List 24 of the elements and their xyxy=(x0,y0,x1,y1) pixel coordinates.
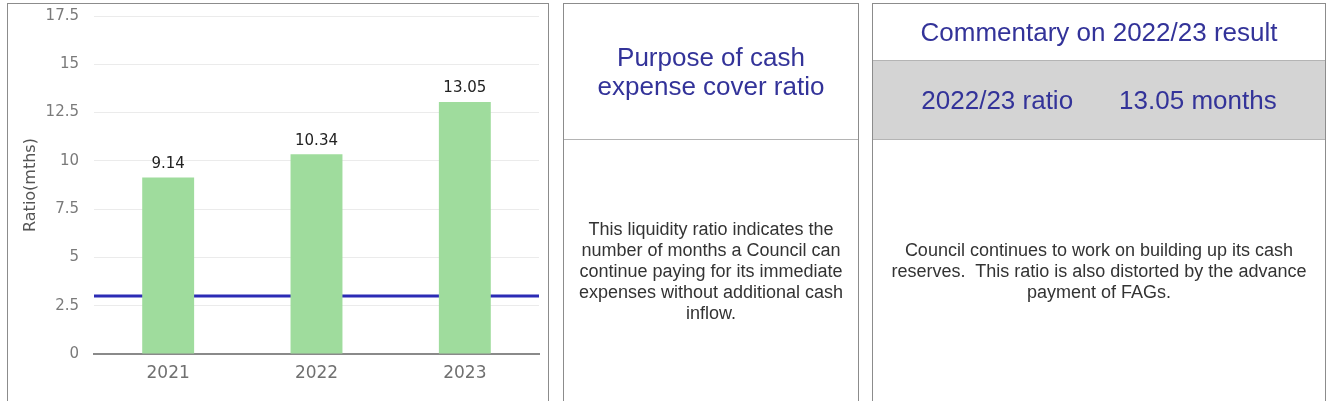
data-label: 13.05 xyxy=(443,78,487,97)
x-tick-label: 2023 xyxy=(443,361,487,382)
bar xyxy=(142,177,195,354)
text: 2022/23 ratio xyxy=(921,85,1074,115)
data-label: 10.34 xyxy=(295,130,338,149)
text: 13.05 months xyxy=(1119,85,1277,115)
y-tick-label: 7.5 xyxy=(55,199,79,218)
bar xyxy=(438,101,491,354)
data-label: 9.14 xyxy=(151,153,185,172)
text: Commentary on 2022/23 result xyxy=(920,16,1278,47)
y-tick-label: 5 xyxy=(69,247,79,266)
bar xyxy=(290,154,343,354)
text: This liquidity ratio indicates the number of months a Council can continue paying for its immediate expenses without additional cash inflow. xyxy=(577,218,845,324)
y-tick-label: 17.5 xyxy=(45,5,79,24)
y-tick-label: 2.5 xyxy=(55,295,79,314)
text: Council continues to work on building up its cash reserves. This ratio is also distorted by the advance payment of FAGs. xyxy=(890,239,1308,303)
y-tick-label: 0 xyxy=(69,343,79,362)
x-tick-label: 2021 xyxy=(146,361,190,382)
x-tick-label: 2022 xyxy=(294,361,339,382)
text: Purpose of cash expense cover ratio xyxy=(596,41,826,101)
y-axis-title: Ratio(mths) xyxy=(19,138,39,232)
y-tick-label: 10 xyxy=(59,150,79,169)
y-tick-label: 12.5 xyxy=(45,102,79,121)
y-tick-label: 15 xyxy=(59,54,79,73)
